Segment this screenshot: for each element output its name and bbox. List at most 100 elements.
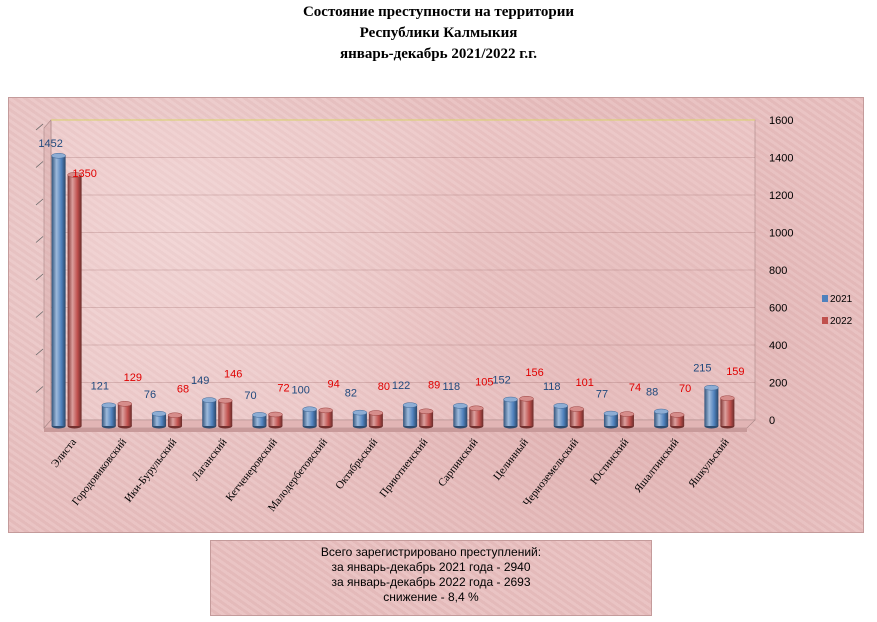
bar-2021: [503, 396, 518, 429]
data-label-2021: 118: [543, 381, 561, 393]
bar-2021: [51, 153, 66, 429]
data-label-2021: 149: [191, 375, 209, 387]
data-label-2022: 72: [277, 383, 289, 395]
bar-top: [101, 402, 117, 409]
chart-floor: [43, 419, 756, 429]
bar-top: [151, 411, 167, 417]
bar-top: [67, 172, 82, 178]
data-label-2022: 68: [177, 383, 189, 395]
left-axis-tick: [35, 161, 44, 168]
bar-top: [51, 153, 66, 159]
bar-body: [352, 412, 367, 426]
bar-body: [168, 415, 183, 426]
bar-2021: [252, 412, 267, 429]
bar-body: [218, 400, 233, 426]
bar-2021: [402, 402, 418, 429]
data-label-2021: 100: [291, 384, 309, 396]
y-tick-label: 600: [769, 303, 787, 315]
left-axis-tick: [35, 273, 44, 281]
data-label-2022: 101: [576, 377, 594, 389]
category-label: Кетченеровский: [224, 436, 280, 503]
bar-body: [453, 405, 468, 426]
bar-body: [51, 155, 66, 426]
left-axis-tick: [35, 123, 44, 131]
category-label: Яшалтинский: [632, 436, 681, 495]
bar-body: [419, 411, 434, 426]
data-label-2021: 118: [443, 381, 461, 393]
bar-2021: [101, 402, 117, 429]
legend-label-2022: 2022: [830, 316, 853, 327]
bar-body: [268, 414, 283, 426]
bar-body: [519, 398, 534, 426]
bar-top: [519, 396, 534, 402]
bar-body: [302, 409, 317, 426]
left-axis-tick: [35, 236, 44, 243]
bar-body: [152, 413, 167, 426]
bar-2022: [268, 411, 283, 429]
title-line-1: Состояние преступности на территории: [302, 4, 575, 20]
bar-top: [619, 411, 635, 417]
bar-top: [368, 410, 384, 416]
bar-body: [117, 403, 132, 426]
data-label-2021: 122: [392, 380, 410, 392]
bar-body: [670, 414, 685, 426]
category-label: Черноземельский: [521, 436, 581, 508]
left-axis-tick: [35, 348, 44, 356]
chart-title: Состояние преступности на территории Рес…: [0, 2, 877, 65]
bar-body: [368, 413, 383, 426]
bar-2021: [151, 411, 167, 429]
summary-box: Всего зарегистрировано преступлений: за …: [210, 540, 652, 616]
data-label-2021: 77: [596, 389, 608, 401]
summary-line-1: Всего зарегистрировано преступлений:: [320, 545, 542, 559]
floor-edge: [44, 428, 747, 432]
data-label-2021: 82: [345, 388, 357, 400]
data-label-2022: 159: [726, 366, 744, 378]
bar-2021: [302, 406, 317, 429]
bar-body: [252, 414, 267, 426]
category-label: Приютненский: [377, 436, 430, 499]
title-line-3: январь-декабрь 2021/2022 г.г.: [340, 46, 537, 62]
data-label-2022: 94: [328, 378, 340, 390]
y-tick-label: 1000: [769, 228, 793, 240]
side-wall: [43, 119, 52, 429]
bar-top: [669, 412, 685, 418]
bar-top: [268, 411, 283, 418]
bar-2021: [603, 410, 619, 429]
bar-2022: [569, 406, 584, 429]
bar-2022: [368, 410, 384, 429]
bar-body: [619, 414, 634, 426]
bar-top: [653, 408, 669, 415]
category-label: Городовиковский: [70, 436, 129, 507]
bar-top: [453, 403, 468, 409]
bar-top: [352, 409, 368, 416]
data-label-2022: 1350: [72, 168, 96, 180]
data-label-2022: 129: [124, 372, 142, 384]
bar-top: [603, 410, 619, 417]
legend-swatch-2021: [822, 295, 828, 302]
summary-line-2: за январь-декабрь 2021 года - 2940: [331, 560, 531, 574]
bar-top: [167, 412, 183, 418]
bar-top: [117, 401, 133, 407]
legend: 2021 2022: [822, 294, 853, 327]
bar-body: [553, 405, 568, 426]
data-label-2021: 1452: [38, 138, 62, 150]
bar-2022: [669, 412, 685, 429]
data-label-2022: 80: [378, 381, 390, 393]
bar-top: [720, 395, 735, 401]
y-tick-label: 0: [769, 415, 775, 427]
bar-body: [720, 398, 735, 426]
bar-body: [704, 387, 719, 426]
category-label: Лаганский: [190, 436, 230, 483]
bar-top: [418, 408, 434, 415]
bar-top: [302, 406, 317, 412]
category-label: Ики-Бурульский: [122, 436, 179, 504]
bar-top: [553, 403, 568, 409]
bar-2022: [418, 408, 434, 429]
category-label: Целинный: [491, 436, 531, 482]
category-label: Яшкульский: [686, 436, 732, 490]
bar-top: [503, 396, 518, 403]
bar-2022: [720, 395, 735, 429]
bar-2021: [704, 384, 719, 429]
bar-top: [569, 406, 584, 412]
chart-panel: 0 200 400 600 800 1000 1200 1400 1600 1452 1350 Эли…: [8, 97, 864, 533]
